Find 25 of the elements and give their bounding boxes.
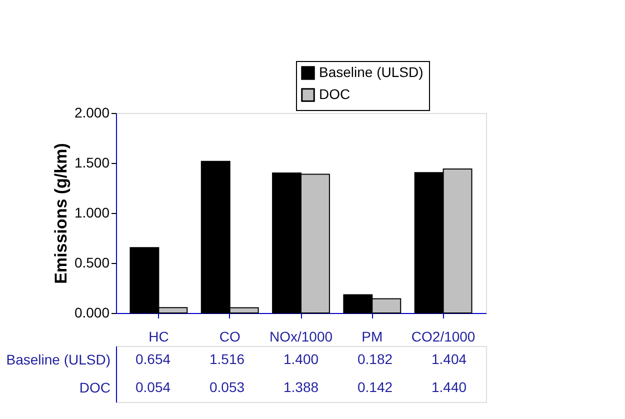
- data-label: 1.404: [431, 351, 467, 367]
- x-tick-label: HC: [148, 328, 169, 344]
- data-label: 1.440: [431, 379, 467, 395]
- data-label: 0.054: [135, 379, 171, 395]
- x-tick-label: CO2/1000: [411, 328, 476, 344]
- y-tick-label: 0.000: [74, 304, 110, 320]
- y-tick-label: 1.000: [74, 204, 110, 220]
- legend-label: DOC: [319, 86, 350, 102]
- data-label: 0.053: [209, 379, 245, 395]
- data-label: 1.400: [283, 351, 319, 367]
- y-tick-label: 0.500: [74, 254, 110, 270]
- x-tick-label: PM: [362, 328, 383, 344]
- y-tick-label: 2.000: [74, 104, 110, 120]
- data-label: 0.182: [357, 351, 393, 367]
- data-label: 1.516: [209, 351, 245, 367]
- data-label: 0.142: [357, 379, 393, 395]
- x-tick-label: CO: [219, 328, 240, 344]
- data-label: 0.654: [135, 351, 171, 367]
- y-axis-title: Emissions (g/km): [51, 143, 70, 284]
- data-label: 1.388: [283, 379, 319, 395]
- y-tick-label: 1.500: [74, 154, 110, 170]
- text: Baseline (ULSD): [6, 352, 110, 368]
- text: DOC: [79, 380, 110, 396]
- legend-label: Baseline (ULSD): [319, 64, 424, 80]
- x-tick-label: NOx/1000: [269, 328, 333, 344]
